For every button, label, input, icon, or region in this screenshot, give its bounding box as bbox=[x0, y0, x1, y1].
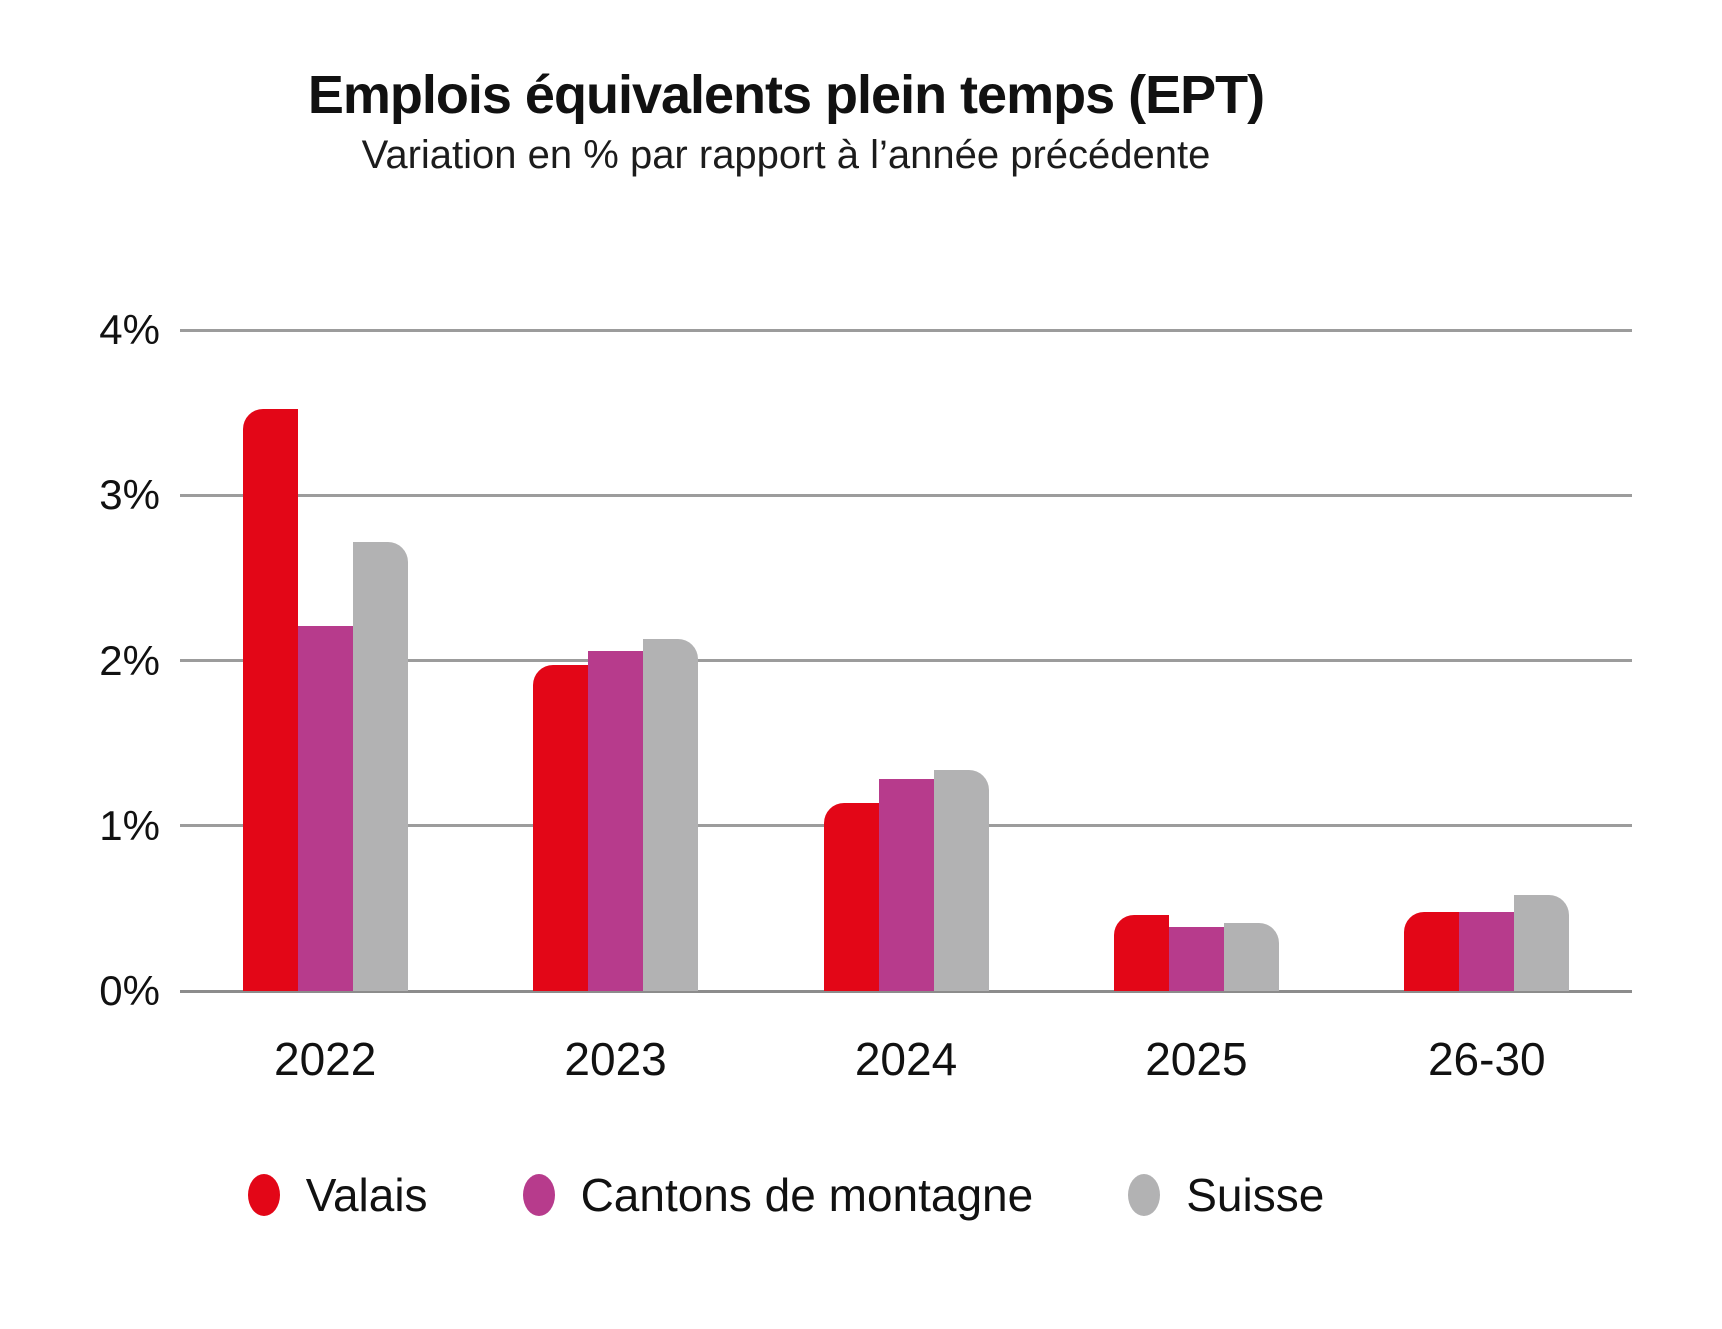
legend: Valais Cantons de montagne Suisse bbox=[0, 1172, 1572, 1218]
bar-cantons-de-montagne-2023 bbox=[588, 651, 643, 991]
legend-item-cantons-de-montagne: Cantons de montagne bbox=[522, 1169, 1034, 1221]
gridline-4% bbox=[180, 328, 1632, 332]
legend-item-suisse: Suisse bbox=[1128, 1172, 1324, 1218]
y-tick-label-0%: 0% bbox=[99, 967, 160, 1014]
legend-label: Cantons de montagne bbox=[580, 1169, 1034, 1221]
gridline-3% bbox=[180, 493, 1632, 497]
bar-valais-26-30 bbox=[1404, 912, 1459, 991]
x-tick-label-26-30: 26-30 bbox=[1427, 1033, 1546, 1085]
bar-valais-2023 bbox=[533, 665, 588, 991]
bar-valais-2024 bbox=[824, 803, 879, 991]
bar-cantons-de-montagne-2022 bbox=[298, 626, 353, 991]
legend-dot-icon bbox=[522, 1174, 555, 1216]
chart-title: Emplois équivalents plein temps (EPT) bbox=[307, 65, 1265, 125]
title-block: Emplois équivalents plein temps (EPT) Va… bbox=[0, 65, 1572, 178]
plot-area bbox=[180, 328, 1632, 993]
bar-valais-2022 bbox=[243, 409, 298, 991]
x-tick-label-2024: 2024 bbox=[854, 1033, 958, 1085]
legend-dot-icon bbox=[1128, 1174, 1161, 1216]
bar-suisse-26-30 bbox=[1514, 895, 1569, 991]
bar-cantons-de-montagne-2025 bbox=[1169, 927, 1224, 991]
x-tick-label-2023: 2023 bbox=[564, 1033, 667, 1085]
x-tick-label-2025: 2025 bbox=[1145, 1033, 1248, 1085]
chart-subtitle: Variation en % par rapport à l’année pré… bbox=[361, 133, 1211, 178]
x-tick-label-2022: 2022 bbox=[274, 1033, 377, 1085]
bar-suisse-2022 bbox=[353, 542, 408, 991]
y-axis: 0% 1% 2% 3% 4% bbox=[0, 309, 160, 1012]
y-tick-label-4%: 4% bbox=[99, 306, 160, 353]
y-tick-label-1%: 1% bbox=[99, 801, 160, 849]
legend-label: Suisse bbox=[1186, 1169, 1325, 1221]
legend-label: Valais bbox=[305, 1169, 428, 1221]
bar-suisse-2023 bbox=[643, 639, 698, 991]
y-tick-label-3%: 3% bbox=[99, 471, 160, 519]
bar-cantons-de-montagne-26-30 bbox=[1459, 912, 1514, 991]
x-axis: 2022 2023 2024 2025 26-30 bbox=[180, 1022, 1632, 1085]
x-axis-line bbox=[180, 989, 1632, 993]
gridline-2% bbox=[180, 659, 1632, 662]
bar-suisse-2024 bbox=[934, 770, 989, 991]
bar-cantons-de-montagne-2024 bbox=[879, 779, 934, 991]
legend-dot-icon bbox=[247, 1174, 280, 1216]
bar-suisse-2025 bbox=[1224, 923, 1279, 991]
bar-valais-2025 bbox=[1114, 915, 1169, 991]
y-tick-label-2%: 2% bbox=[99, 636, 160, 684]
legend-item-valais: Valais bbox=[247, 1169, 428, 1221]
